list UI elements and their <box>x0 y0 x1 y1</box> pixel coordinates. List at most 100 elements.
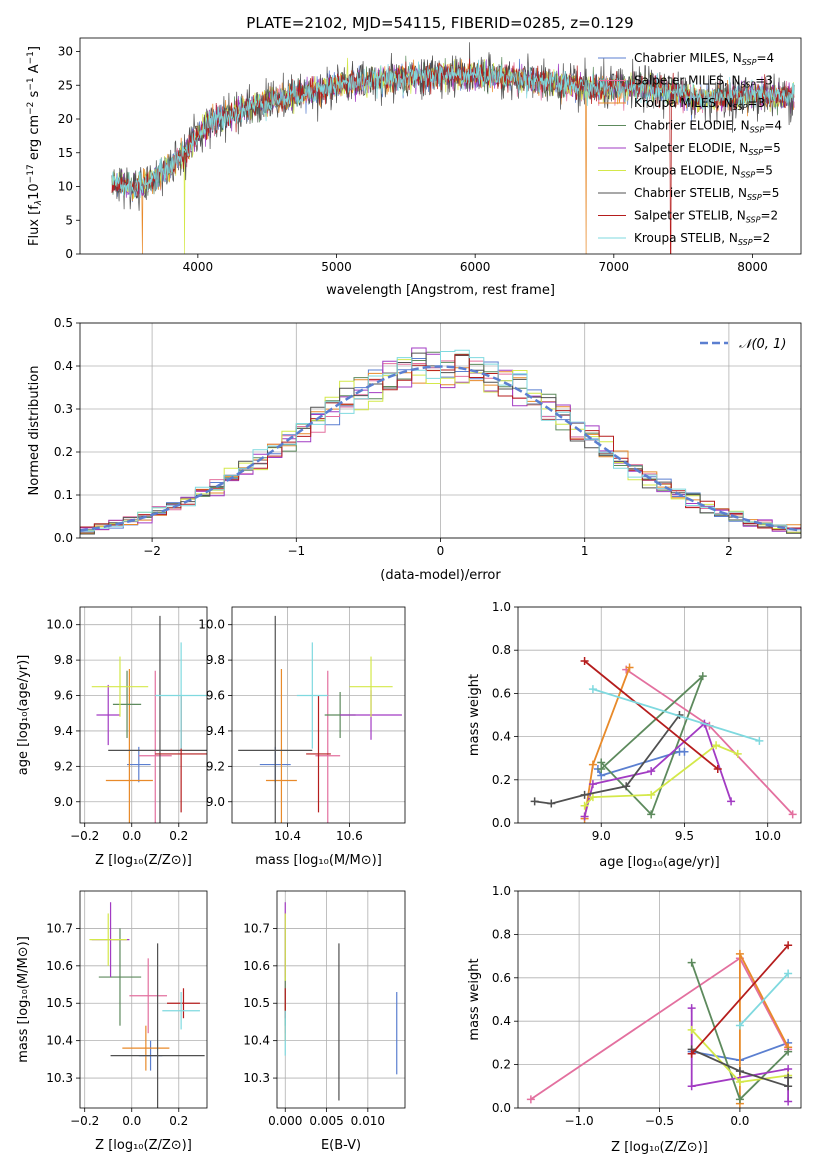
x-tick-label: 10.6 <box>336 829 363 843</box>
legend-nssp: 5 <box>773 141 781 155</box>
histograms <box>80 347 801 536</box>
legend-nssp: 4 <box>774 119 782 133</box>
series <box>530 657 797 823</box>
y-tick-label: 9.2 <box>54 759 73 773</box>
weight-marker <box>647 767 656 776</box>
weight-marker <box>588 780 597 789</box>
points <box>284 902 398 1101</box>
y-tick-label: 0.6 <box>492 971 511 985</box>
axes-frame <box>517 890 802 1109</box>
y-label-part: ] <box>27 46 42 51</box>
weight-marker <box>622 782 631 791</box>
age_vs_z-panel: −0.2 0.0 0.2 9.0 9.2 9.4 9.6 9.8 10.0 Z [log₁₀(Z/… <box>16 606 208 868</box>
x-axis-label: mass [log₁₀(M/M⊙)] <box>255 853 382 868</box>
x-axis-label: wavelength [Angstrom, rest frame] <box>326 283 555 298</box>
y-tick-label: 0.2 <box>54 445 73 459</box>
x-axis-label: E(B-V) <box>321 1138 361 1153</box>
series <box>526 941 793 1108</box>
weight-line-kroupa_stelib <box>592 688 760 742</box>
legend-eq: = <box>755 164 765 178</box>
legend-label: Chabrier ELODIE, NSSP=4 <box>634 119 782 135</box>
legend-label: Salpeter STELIB, NSSP=2 <box>634 209 778 225</box>
legend-nssp: 3 <box>765 74 773 88</box>
weight-marker <box>588 760 597 769</box>
x-tick-label: 9.0 <box>592 829 611 843</box>
weight-marker <box>647 790 656 799</box>
y-axis-label: mass [log₁₀(M/M⊙)] <box>16 936 31 1063</box>
x-tick-label: −1.0 <box>565 1114 594 1128</box>
legend-series-name: Kroupa STELIB <box>634 231 721 245</box>
y-tick-label: 10.5 <box>46 996 73 1010</box>
figure-title: PLATE=2102, MJD=54115, FIBERID=0285, z=0… <box>246 14 633 32</box>
legend-sub: SSP <box>738 238 753 247</box>
mass_vs_z-panel: −0.2 0.0 0.2 10.3 10.4 10.5 10.6 10.7 Z [log₁₀(Z… <box>16 890 208 1153</box>
weight-marker <box>588 685 597 694</box>
x-tick-label: 4000 <box>183 260 214 274</box>
y-tick-label: 25 <box>58 78 73 92</box>
y-tick-label: 0.4 <box>492 730 511 744</box>
x-tick-label: 0.2 <box>169 1114 188 1128</box>
weight-line-chabrier_stelib <box>691 1048 789 1088</box>
legend-sep: , N <box>733 119 750 133</box>
x-tick-label: 1 <box>581 544 589 558</box>
y-tick-label: 9.0 <box>54 795 73 809</box>
y-tick-label: 0.1 <box>54 488 73 502</box>
x-tick-label: 0.0 <box>122 1114 141 1128</box>
y-tick-label: 0.0 <box>54 531 73 545</box>
y-tick-label: 1.0 <box>492 600 511 614</box>
y-tick-label: 9.8 <box>54 653 73 667</box>
weight-marker <box>735 1095 744 1104</box>
x-tick-label: −2 <box>143 544 161 558</box>
y-tick-label: 0 <box>65 247 73 261</box>
legend-nssp: 5 <box>765 164 773 178</box>
x-tick-label: 7000 <box>599 260 630 274</box>
weight-line-salpeter_stelib <box>691 944 789 1055</box>
legend-eq: = <box>755 74 765 88</box>
weight-marker <box>735 949 744 958</box>
x-axis-label: Z [log₁₀(Z/Z⊙)] <box>611 1140 708 1155</box>
x-tick-label: 9.5 <box>675 829 694 843</box>
y-tick-label: 9.6 <box>54 689 73 703</box>
weight-marker <box>712 741 721 750</box>
y-axis-label: mass weight <box>467 674 482 756</box>
axes-frame <box>79 37 802 255</box>
legend-sep: , N <box>730 186 747 200</box>
x-tick-label: 0.2 <box>169 829 188 843</box>
weight-marker <box>526 1095 535 1104</box>
legend-sub: SSP <box>746 216 761 225</box>
y-tick-label: 0.8 <box>492 927 511 941</box>
axes-frame <box>276 890 406 1109</box>
legend-sep: , N <box>721 231 738 245</box>
legend-sub: SSP <box>741 171 756 180</box>
legend-nssp: 2 <box>771 209 779 223</box>
y-tick-label: 5 <box>65 213 73 227</box>
weight-marker <box>784 1073 793 1082</box>
y-tick-label: 10.6 <box>46 959 73 973</box>
legend-series-name: Salpeter MILES <box>634 74 724 88</box>
weight-marker <box>687 1004 696 1013</box>
weight-marker <box>597 765 606 773</box>
points <box>91 615 207 823</box>
y-tick-label: 0.6 <box>492 686 511 700</box>
legend-sub: SSP <box>750 126 765 135</box>
spectrum-series-salpeter_stelib <box>111 58 795 254</box>
y-label-part: −1 <box>26 77 36 90</box>
y-tick-label: 9.0 <box>206 795 225 809</box>
legend-nssp: 3 <box>757 96 765 110</box>
axes-frame <box>79 890 208 1109</box>
x-tick-label: −0.5 <box>645 1114 674 1128</box>
y-tick-label: 0.4 <box>54 359 73 373</box>
y-tick-label: 0.0 <box>492 1101 511 1115</box>
weight-marker <box>680 747 689 756</box>
legend-series-name: Chabrier ELODIE <box>634 119 733 133</box>
y-tick-label: 10 <box>58 180 73 194</box>
x-tick-label: 5000 <box>321 260 352 274</box>
x-tick-label: −1 <box>287 544 305 558</box>
points <box>238 615 402 823</box>
legend-sub: SSP <box>748 148 763 157</box>
y-tick-label: 10.3 <box>243 1071 270 1085</box>
legend-sub: SSP <box>733 103 748 112</box>
legend-label: Kroupa STELIB, NSSP=2 <box>634 231 770 247</box>
y-tick-label: 0.0 <box>492 816 511 830</box>
histogram-kroupa_stelib <box>80 349 801 533</box>
